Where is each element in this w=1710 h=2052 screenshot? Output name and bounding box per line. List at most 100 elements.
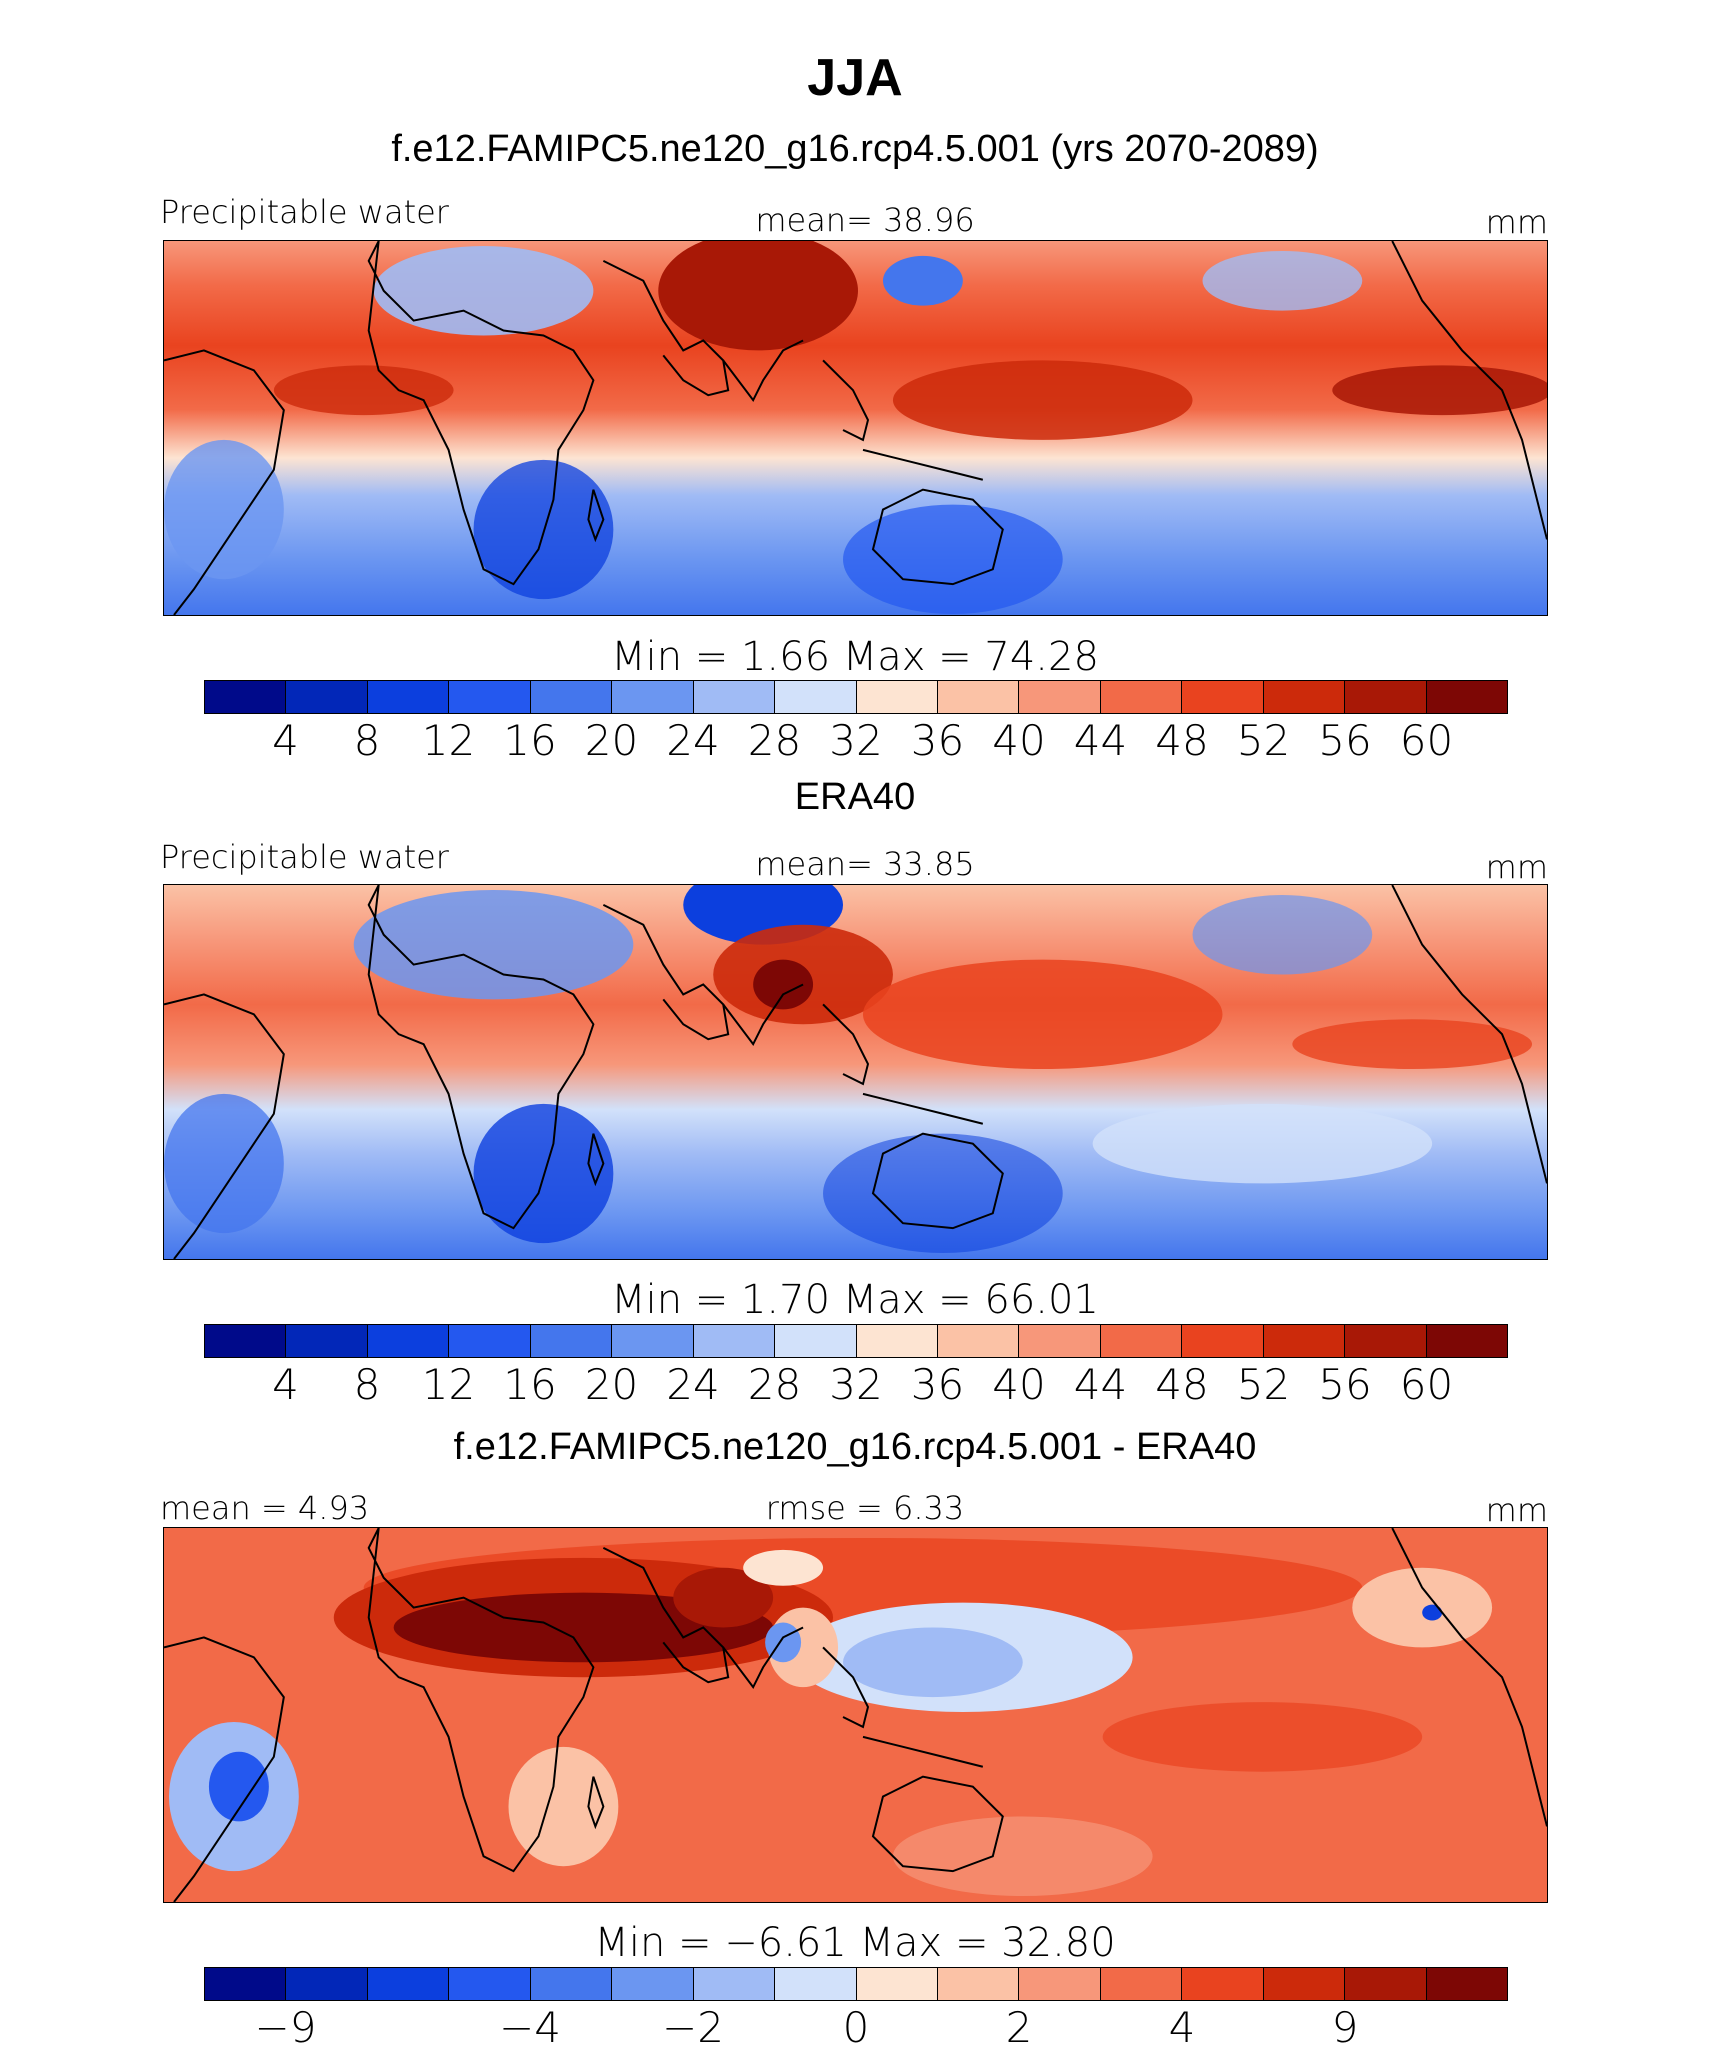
figure-title: JJA (807, 49, 903, 107)
panel-3-subtitle: f.e12.FAMIPC5.ne120_g16.rcp4.5.001 - ERA… (453, 1426, 1257, 1468)
colorbar-swatch (1182, 1968, 1264, 2000)
colorbar-swatch (612, 1968, 694, 2000)
panel-1-units-label: mm (1485, 203, 1548, 241)
panel-3-map (163, 1527, 1548, 1903)
colorbar-tick-label: 32 (829, 1360, 883, 1409)
panel-1-map-svg (164, 241, 1547, 615)
panel-1-minmax: Min = 1.66 Max = 74.28 (611, 634, 1099, 680)
colorbar-swatch (1100, 681, 1183, 713)
colorbar-tick-label: 36 (910, 716, 965, 765)
colorbar-tick-label: 2 (1005, 2003, 1033, 2052)
colorbar-swatch (449, 681, 531, 713)
colorbar-swatch (1100, 1968, 1183, 2000)
colorbar-tick-label: 56 (1318, 716, 1372, 765)
colorbar-swatch (1426, 1968, 1507, 2000)
colorbar-swatch (1345, 1968, 1427, 2000)
colorbar-tick-label: 52 (1236, 1360, 1291, 1409)
panel-1-subtitle: f.e12.FAMIPC5.ne120_g16.rcp4.5.001 (yrs … (391, 128, 1319, 170)
colorbar-swatch (449, 1968, 531, 2000)
colorbar-swatch (856, 1325, 938, 1357)
colorbar-tick-label: −2 (662, 2003, 724, 2052)
colorbar-tick-label: 44 (1073, 716, 1128, 765)
panel-3-mean-label: mean = 4.93 (160, 1489, 370, 1527)
panel-2-minmax: Min = 1.70 Max = 66.01 (611, 1277, 1099, 1323)
panel-2-colorbar-ticks: 4 8 12 16 20 24 28 32 36 40 44 48 52 56 60 (204, 1360, 1508, 1409)
colorbar-swatch (1345, 681, 1427, 713)
colorbar-swatch (286, 1325, 368, 1357)
colorbar-swatch (449, 1325, 531, 1357)
colorbar-tick-label: 48 (1155, 716, 1209, 765)
panel-3-colorbar (204, 1967, 1508, 2001)
colorbar-swatch (1019, 681, 1101, 713)
colorbar-tick-label: 24 (666, 1360, 720, 1409)
colorbar-tick-label: 4 (272, 1360, 299, 1409)
colorbar-tick-label: 16 (503, 716, 557, 765)
colorbar-tick-label: 60 (1399, 1360, 1454, 1409)
colorbar-tick-label: 40 (992, 1360, 1046, 1409)
colorbar-swatch (1182, 1325, 1264, 1357)
colorbar-swatch (693, 681, 776, 713)
colorbar-tick-label: 24 (666, 716, 720, 765)
panel-3-map-svg (164, 1528, 1547, 1902)
colorbar-swatch (205, 1325, 287, 1357)
panel-3-colorbar-ticks: −9 −4 −2 0 2 4 9 (204, 2003, 1508, 2052)
colorbar-swatch (937, 681, 1020, 713)
colorbar-tick-label: 28 (747, 716, 802, 765)
panel-3-units-label: mm (1485, 1491, 1548, 1529)
colorbar-swatch (1019, 1968, 1101, 2000)
panel-1-variable-label: Precipitable water (160, 193, 449, 231)
colorbar-swatch (530, 1325, 613, 1357)
colorbar-swatch (205, 1968, 287, 2000)
colorbar-tick-label: 44 (1073, 1360, 1128, 1409)
colorbar-tick-label: 20 (584, 716, 639, 765)
colorbar-swatch (775, 1968, 857, 2000)
colorbar-tick-label: 20 (584, 1360, 639, 1409)
colorbar-swatch (1182, 681, 1264, 713)
colorbar-tick-label: 12 (421, 716, 476, 765)
colorbar-tick-label: 9 (1331, 2003, 1359, 2052)
colorbar-swatch (856, 1968, 938, 2000)
colorbar-swatch (1345, 1325, 1427, 1357)
colorbar-swatch (530, 1968, 613, 2000)
panel-2-subtitle: ERA40 (794, 776, 916, 818)
colorbar-tick-label: 0 (842, 2003, 870, 2052)
colorbar-swatch (1426, 681, 1507, 713)
colorbar-swatch (937, 1968, 1020, 2000)
colorbar-tick-label: 8 (353, 1360, 381, 1409)
panel-1-colorbar (204, 680, 1508, 714)
colorbar-swatch (1263, 681, 1346, 713)
colorbar-tick-label: 52 (1236, 716, 1291, 765)
colorbar-swatch (367, 1968, 450, 2000)
colorbar-tick-label: 8 (353, 716, 381, 765)
colorbar-tick-label: 40 (992, 716, 1046, 765)
panel-3-rmse-label: rmse = 6.33 (765, 1489, 965, 1527)
colorbar-tick-label: 16 (503, 1360, 557, 1409)
panel-2-variable-label: Precipitable water (160, 838, 449, 876)
colorbar-swatch (1100, 1325, 1183, 1357)
colorbar-swatch (775, 1325, 857, 1357)
colorbar-tick-label: 4 (1168, 2003, 1196, 2052)
colorbar-tick-label: 28 (747, 1360, 802, 1409)
colorbar-tick-label: 36 (910, 1360, 965, 1409)
colorbar-swatch (1263, 1968, 1346, 2000)
panel-1-colorbar-ticks: 4 8 12 16 20 24 28 32 36 40 44 48 52 56 60 (204, 716, 1508, 765)
colorbar-swatch (286, 681, 368, 713)
colorbar-swatch (856, 681, 938, 713)
panel-1-mean-label: mean= 38.96 (755, 201, 975, 239)
colorbar-swatch (1019, 1325, 1101, 1357)
colorbar-swatch (612, 681, 694, 713)
panel-2-map (163, 884, 1548, 1260)
colorbar-tick-label: 60 (1399, 716, 1454, 765)
panel-1-map (163, 240, 1548, 616)
colorbar-swatch (530, 681, 613, 713)
panel-2-mean-label: mean= 33.85 (755, 845, 975, 883)
colorbar-tick-label: 32 (829, 716, 883, 765)
colorbar-tick-label: −9 (254, 2003, 317, 2052)
colorbar-tick-label: 4 (272, 716, 299, 765)
colorbar-swatch (693, 1325, 776, 1357)
colorbar-tick-label: 12 (421, 1360, 476, 1409)
colorbar-swatch (286, 1968, 368, 2000)
colorbar-swatch (612, 1325, 694, 1357)
colorbar-tick-label: 48 (1155, 1360, 1209, 1409)
panel-2-colorbar (204, 1324, 1508, 1358)
